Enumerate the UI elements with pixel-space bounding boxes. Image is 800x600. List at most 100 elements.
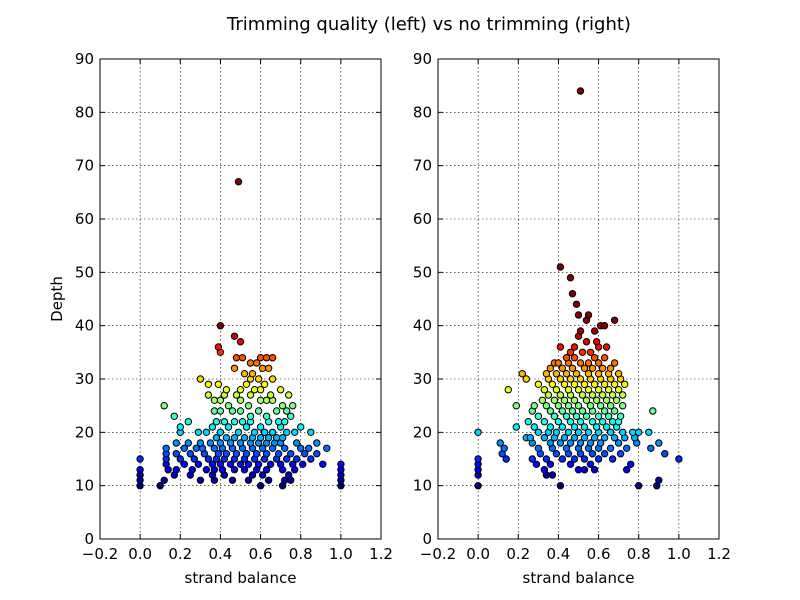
left-data-point (236, 439, 245, 447)
left-data-point (254, 460, 263, 468)
right-data-point (598, 391, 607, 399)
right-data-point (612, 396, 621, 404)
right-data-point (556, 343, 565, 351)
left-data-point (244, 476, 253, 484)
right-data-point (566, 348, 575, 356)
left-data-point (194, 428, 203, 436)
right-data-point (558, 407, 567, 415)
right-data-point (574, 466, 583, 474)
left-data-point (228, 407, 237, 415)
right-data-point (578, 348, 587, 356)
right-data-point (580, 434, 589, 442)
right-data-point (594, 412, 603, 420)
right-data-point (534, 412, 543, 420)
right-data-point (645, 428, 653, 436)
left-data-point (266, 391, 275, 399)
right-data-point (554, 359, 563, 367)
left-data-point (216, 322, 225, 330)
left-data-point (162, 444, 170, 452)
right-data-point (584, 428, 593, 436)
left-data-point (248, 471, 257, 479)
right-data-point (598, 364, 607, 372)
right-data-point (590, 354, 599, 362)
right-data-point (576, 87, 585, 95)
left-data-point (204, 455, 213, 463)
right-data-point (570, 354, 579, 362)
right-x-tick-label: 0.2 (506, 545, 530, 563)
right-data-point (570, 343, 579, 351)
right-data-point (578, 407, 587, 415)
left-y-tick-label: 90 (75, 50, 94, 68)
left-data-point (268, 428, 277, 436)
left-x-tick-label: 0.6 (249, 545, 273, 563)
left-data-point (240, 370, 249, 378)
left-data-point (204, 391, 213, 399)
left-data-point (212, 418, 221, 426)
right-data-point (558, 455, 567, 463)
right-data-point (560, 380, 569, 388)
right-data-point (554, 418, 563, 426)
right-data-point (564, 402, 573, 410)
right-data-point (608, 455, 617, 463)
left-data-point (160, 476, 168, 484)
right-data-point (548, 471, 557, 479)
left-data-point (232, 391, 241, 399)
left-data-point (289, 460, 297, 468)
left-data-point (301, 450, 309, 458)
right-data-point (592, 396, 601, 404)
right-data-point (588, 418, 597, 426)
left-data-point (180, 444, 189, 452)
left-data-point (236, 407, 245, 415)
left-data-point (196, 375, 205, 383)
right-data-point (600, 380, 609, 388)
right-data-point (544, 391, 553, 399)
right-y-tick-label: 0 (422, 530, 432, 548)
right-data-point (619, 428, 627, 436)
left-data-point (230, 466, 239, 474)
right-data-point (588, 450, 597, 458)
left-data-point (230, 434, 239, 442)
left-data-point (230, 364, 239, 372)
right-data-point (586, 460, 595, 468)
left-plot-area (100, 59, 381, 539)
left-data-point (276, 460, 285, 468)
right-data-point (580, 380, 589, 388)
right-plot-area (438, 59, 719, 539)
left-data-point (136, 466, 144, 474)
left-data-point (184, 439, 193, 447)
left-data-point (226, 460, 235, 468)
right-data-point (474, 455, 482, 463)
left-data-point (160, 402, 168, 410)
right-data-point (560, 396, 569, 404)
left-data-point (172, 439, 181, 447)
left-data-point (236, 396, 245, 404)
left-data-point (210, 444, 219, 452)
left-x-tick-label: 0.0 (128, 545, 152, 563)
right-data-point (602, 396, 611, 404)
right-data-point (534, 380, 543, 388)
right-data-point (548, 380, 557, 388)
right-data-point (576, 418, 585, 426)
right-y-tick-label: 30 (413, 370, 432, 388)
right-y-tick-label: 80 (413, 103, 432, 121)
right-data-point (578, 391, 587, 399)
right-data-point (647, 444, 655, 452)
left-x-tick-label: 1.2 (369, 545, 393, 563)
left-data-point (232, 354, 241, 362)
right-data-point (546, 407, 555, 415)
left-data-point (216, 439, 225, 447)
right-data-point (574, 428, 583, 436)
left-data-point (274, 418, 283, 426)
left-data-point (232, 450, 241, 458)
right-data-point (542, 370, 551, 378)
right-data-point (552, 386, 561, 394)
left-data-point (234, 428, 243, 436)
left-y-tick-label: 20 (75, 423, 94, 441)
right-x-axis-label: strand balance (523, 569, 635, 587)
left-data-point (236, 386, 245, 394)
right-data-point (580, 364, 589, 372)
right-data-point (564, 428, 573, 436)
left-data-point (172, 466, 181, 474)
left-data-point (256, 386, 265, 394)
left-data-point (230, 418, 239, 426)
